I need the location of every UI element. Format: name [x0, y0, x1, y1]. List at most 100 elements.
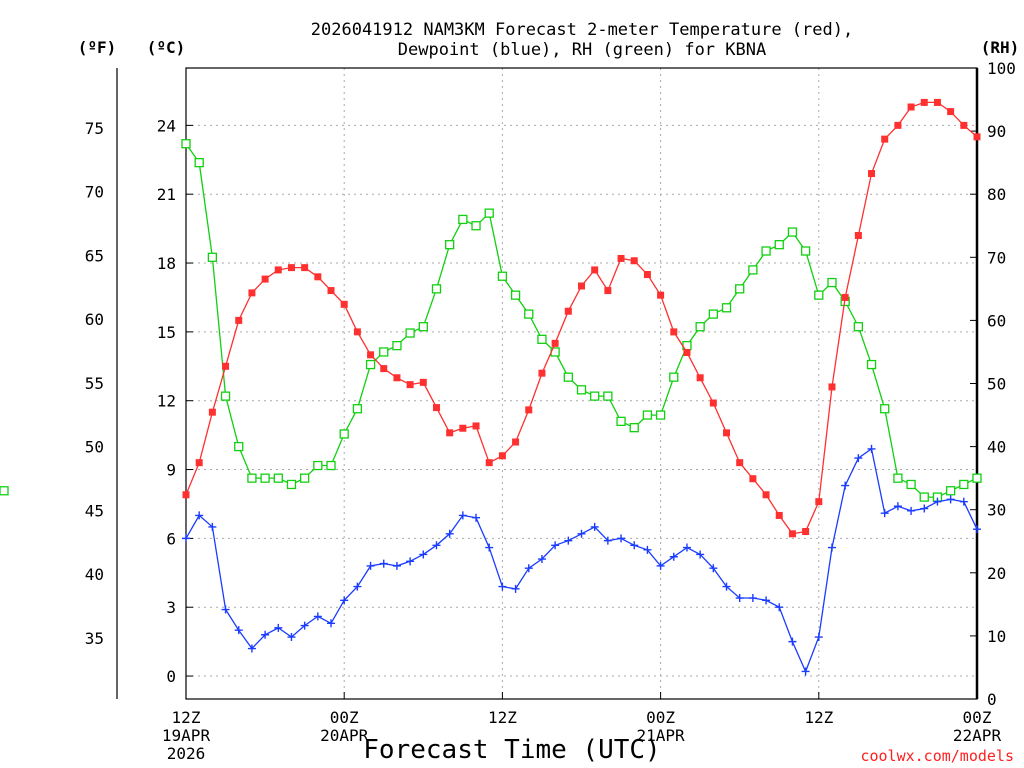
dewpoint-point: [379, 559, 388, 568]
dewpoint-point: [801, 667, 810, 676]
temperature-point: [841, 293, 849, 301]
rh-point: [695, 322, 705, 332]
rh-point: [853, 322, 863, 332]
rh-point: [524, 309, 534, 319]
rh-point: [866, 359, 877, 370]
rh-point: [405, 328, 415, 338]
temperature-point: [340, 300, 348, 308]
rh-point: [774, 240, 784, 250]
temperature-point: [696, 374, 704, 382]
celsius-ticks: 0 3 6 9 12 15 18 21 24: [157, 116, 193, 686]
temperature-point: [736, 459, 744, 467]
dewpoint-point: [617, 534, 626, 543]
rh-tick-label: 40: [987, 438, 1006, 457]
rh-line: [185, 143, 978, 498]
temperature-point: [314, 273, 322, 281]
dewpoint-point: [392, 561, 401, 570]
time-tick-label: 20APR: [320, 726, 369, 745]
dewpoint-point: [748, 594, 757, 603]
rh-point: [563, 372, 573, 382]
dewpoint-point: [722, 582, 731, 591]
dewpoint-point: [300, 621, 309, 630]
temperature-point: [208, 408, 216, 416]
x-axis-title: Forecast Time (UTC): [363, 735, 660, 765]
time-tick-label: 12Z: [172, 708, 201, 727]
temperature-point: [788, 530, 796, 538]
rh-point: [286, 479, 297, 490]
dewpoint-point: [775, 603, 784, 612]
rh-point: [484, 208, 494, 218]
dewpoint-point: [946, 495, 955, 504]
celsius-tick-label: 3: [166, 598, 176, 617]
rh-point: [313, 460, 323, 471]
rh-point: [590, 391, 600, 401]
rh-point: [299, 473, 310, 483]
temperature-point: [525, 406, 533, 414]
rh-point: [510, 290, 521, 300]
dewpoint-point: [735, 594, 744, 603]
rh-point: [220, 391, 231, 401]
dewpoint-point: [353, 582, 362, 591]
rh-tick-label: 10: [987, 627, 1006, 646]
temperature-point: [485, 459, 493, 467]
dewpoint-point: [261, 630, 270, 639]
rh-point: [247, 473, 257, 483]
dewpoint-point: [419, 550, 428, 559]
time-tick-label: 00Z: [963, 708, 992, 727]
dewpoint-point: [406, 557, 415, 566]
fahrenheit-axis-label: (ºF): [78, 38, 117, 57]
rh-tick-label: 20: [987, 564, 1006, 583]
dewpoint-point: [709, 564, 718, 573]
attribution-text: coolwx.com/models: [860, 747, 1014, 765]
celsius-tick-label: 15: [157, 323, 176, 342]
temperature-point: [881, 135, 889, 143]
temperature-point: [960, 121, 968, 129]
dewpoint-point: [577, 529, 586, 538]
rh-point: [497, 271, 508, 281]
rh-point: [959, 479, 969, 490]
dewpoint-point: [458, 511, 467, 520]
rh-tick-label: 80: [987, 185, 1006, 204]
temperature-point: [933, 98, 941, 106]
temperature-point: [657, 291, 665, 299]
dewpoint-point: [498, 582, 507, 591]
rh-point: [708, 309, 718, 319]
rh-point: [194, 157, 204, 168]
celsius-tick-label: 12: [157, 392, 176, 411]
rh-point: [906, 479, 916, 490]
dewpoint-point: [234, 626, 243, 635]
fahrenheit-tick-label: 70: [85, 183, 104, 202]
fahrenheit-tick-label: 65: [85, 246, 104, 265]
temperature-point: [854, 232, 862, 240]
dewpoint-point: [247, 644, 256, 653]
rh-point: [0, 486, 9, 496]
temperature-point: [894, 121, 902, 129]
temperature-point: [775, 511, 783, 519]
temperature-point: [604, 287, 612, 295]
dewpoint-series: [182, 444, 981, 676]
dewpoint-point: [327, 619, 336, 628]
time-tick-label: 12Z: [488, 708, 517, 727]
dewpoint-point: [920, 504, 929, 513]
temperature-point: [261, 275, 269, 283]
rh-point: [431, 284, 442, 294]
time-tick-label: 19APR: [162, 726, 211, 745]
temperature-point: [947, 108, 955, 116]
temperature-point: [920, 98, 928, 106]
time-tick-label: 2026: [167, 744, 206, 763]
time-tick-label: 21APR: [637, 726, 686, 745]
dewpoint-point: [432, 541, 441, 550]
dewpoint-point: [893, 502, 902, 511]
dewpoint-point: [827, 543, 836, 552]
temperature-point: [432, 404, 440, 412]
celsius-tick-label: 6: [166, 529, 176, 548]
dewpoint-point: [340, 596, 349, 605]
temperature-point: [683, 349, 691, 357]
temperature-point: [973, 133, 981, 141]
dewpoint-point: [445, 529, 454, 538]
fahrenheit-tick-label: 35: [85, 629, 104, 648]
dewpoint-point: [564, 536, 573, 545]
rh-point: [537, 334, 547, 344]
dewpoint-point: [696, 550, 705, 559]
